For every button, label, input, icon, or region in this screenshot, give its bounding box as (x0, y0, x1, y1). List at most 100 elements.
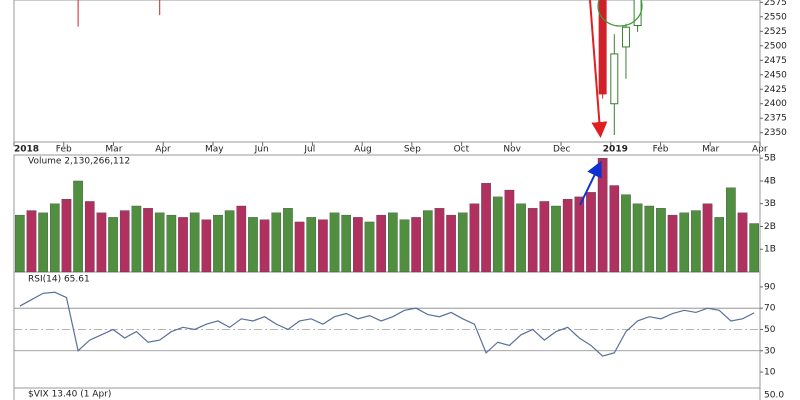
panel-title: $VIX 13.40 (1 Apr) (28, 390, 111, 400)
volume-bar (84, 201, 95, 273)
volume-bar (399, 219, 410, 273)
x-tick-label: Mar (702, 145, 719, 155)
volume-bar (411, 217, 421, 273)
volume-bar (108, 217, 118, 273)
volume-bar (283, 208, 293, 273)
x-tick-label: Aug (354, 145, 372, 155)
y-tick-label: 2375 (764, 114, 787, 124)
volume-bar (562, 199, 573, 273)
candle-body (621, 26, 630, 48)
volume-bar (341, 214, 352, 273)
x-tick-label: Apr (155, 145, 171, 155)
y-tick-label: 90 (764, 282, 776, 292)
y-tick-label: 2500 (764, 41, 787, 51)
volume-bar (481, 183, 491, 273)
volume-bar (271, 212, 282, 273)
y-tick-label: 1B (764, 245, 776, 255)
x-tick-label: Nov (503, 145, 521, 155)
volume-bar (621, 194, 631, 273)
volume-bar (61, 199, 72, 273)
volume-bar (143, 208, 153, 273)
volume-bar (353, 217, 363, 273)
red-arrow (589, 0, 608, 138)
volume-bar (656, 208, 666, 273)
y-tick-label: 10 (764, 368, 776, 378)
x-tick-label: Feb (56, 145, 72, 155)
y-tick-label: 2350 (764, 128, 787, 138)
volume-bar (376, 214, 386, 273)
volume-bar (224, 210, 235, 273)
volume-bar (667, 214, 678, 273)
volume-bar (632, 203, 643, 273)
volume-bar (539, 201, 550, 273)
y-tick-label: 70 (764, 304, 776, 314)
x-tick-label: Feb (653, 145, 669, 155)
vix-panel (13, 387, 761, 400)
y-tick-label: 50.0 (764, 391, 784, 400)
blue-arrow (579, 160, 602, 206)
volume-bar (166, 214, 177, 273)
y-tick-label: 4B (764, 176, 776, 186)
y-tick-label: 2450 (764, 70, 787, 80)
volume-bar (364, 221, 375, 273)
volume-bar (492, 196, 503, 273)
volume-bar (189, 212, 200, 273)
candle-body (633, 0, 642, 27)
volume-bar (469, 203, 480, 273)
price-panel (13, 0, 761, 143)
volume-bar (201, 219, 212, 273)
volume-bar (551, 205, 561, 273)
volume-bar (318, 219, 328, 273)
candles (77, 0, 642, 136)
volume-bar (213, 214, 223, 273)
volume-bar (702, 203, 713, 273)
volume-bar (73, 180, 83, 273)
volume-bar (178, 217, 188, 273)
rsi-panel (13, 271, 761, 389)
y-tick-label: 30 (764, 346, 776, 356)
volume-bar (691, 210, 701, 273)
volume-bar (236, 205, 247, 273)
volume-bar (259, 219, 270, 273)
x-tick-label: May (205, 145, 224, 155)
y-tick-label: 2550 (764, 12, 787, 22)
volume-bar (574, 196, 585, 273)
panel-title: Volume 2,130,266,112 (28, 157, 130, 167)
panel-title: RSI(14) 65.61 (28, 275, 90, 285)
volume-bar (306, 217, 317, 273)
volume-bar (49, 203, 60, 273)
y-tick-label: 50 (764, 325, 776, 335)
volume-bar (644, 205, 655, 273)
x-tick-label: Dec (553, 145, 570, 155)
volume-bar (586, 192, 596, 273)
volume-bar (294, 221, 305, 273)
x-tick-label: Apr (752, 145, 768, 155)
volume-bar (422, 210, 433, 273)
volume-bar (96, 212, 107, 273)
green-ellipse (597, 0, 643, 27)
x-tick-label: Mar (105, 145, 122, 155)
volume-bar (248, 217, 258, 273)
volume-bar (131, 205, 142, 273)
volume-bar (38, 212, 48, 273)
x-tick-label: 2018 (14, 145, 39, 155)
x-tick-label: 2019 (603, 145, 628, 155)
volume-bar (726, 187, 736, 273)
volume-bar (26, 210, 37, 273)
volume-bar (504, 189, 515, 273)
y-tick-label: 2525 (764, 27, 787, 37)
volume-bar (597, 158, 608, 273)
volume-bar (609, 185, 620, 273)
y-tick-label: 2400 (764, 99, 787, 109)
y-tick-label: 2425 (764, 85, 787, 95)
rsi-line (19, 291, 755, 357)
volume-bar (527, 208, 538, 273)
volume-bar (154, 212, 165, 273)
candle-body (610, 53, 619, 105)
volume-bar (329, 212, 340, 273)
x-tick-label: Jul (303, 145, 315, 155)
x-tick-label: Jun (254, 145, 269, 155)
volume-bar (457, 212, 468, 273)
volume-bar (737, 212, 748, 273)
